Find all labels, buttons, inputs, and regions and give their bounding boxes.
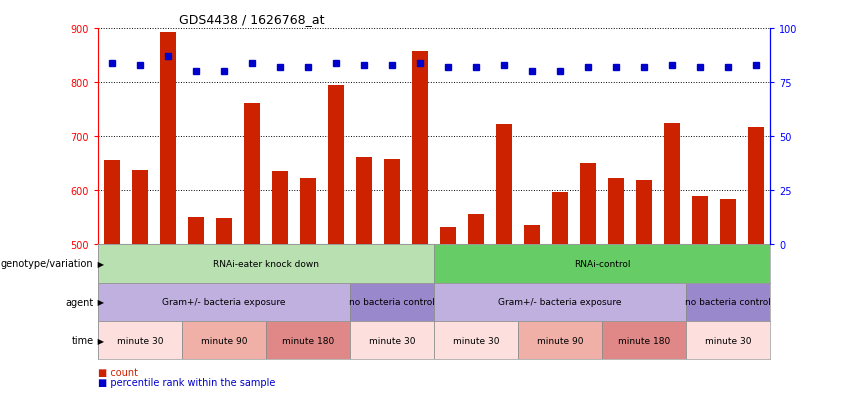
Text: no bacteria control: no bacteria control	[685, 297, 771, 306]
Bar	[686, 283, 770, 321]
Bar	[608, 179, 624, 244]
Bar	[665, 124, 680, 244]
Bar	[496, 125, 511, 244]
Bar	[216, 219, 231, 244]
Bar	[686, 321, 770, 359]
Bar	[693, 196, 708, 244]
Text: agent: agent	[66, 297, 94, 307]
Bar	[434, 244, 770, 283]
Text: time: time	[71, 335, 94, 345]
Bar	[440, 228, 456, 244]
Text: ■ percentile rank within the sample: ■ percentile rank within the sample	[98, 377, 275, 387]
Text: minute 30: minute 30	[368, 336, 415, 345]
Bar	[160, 33, 175, 244]
Bar	[98, 283, 350, 321]
Text: minute 30: minute 30	[705, 336, 751, 345]
Bar	[721, 199, 736, 244]
Bar	[385, 160, 400, 244]
Bar	[244, 103, 260, 244]
Text: Gram+/- bacteria exposure: Gram+/- bacteria exposure	[163, 297, 286, 306]
Text: minute 180: minute 180	[282, 336, 334, 345]
Bar	[518, 321, 602, 359]
Text: minute 90: minute 90	[537, 336, 583, 345]
Bar	[580, 163, 596, 244]
Text: ■ count: ■ count	[98, 367, 138, 377]
Text: minute 30: minute 30	[117, 336, 163, 345]
Text: ▶: ▶	[95, 259, 105, 268]
Bar	[602, 321, 686, 359]
Bar	[350, 283, 434, 321]
Bar	[328, 85, 344, 244]
Bar	[468, 214, 483, 244]
Bar	[434, 283, 686, 321]
Bar	[357, 158, 372, 244]
Bar	[104, 161, 120, 244]
Text: RNAi-control: RNAi-control	[574, 259, 631, 268]
Bar	[748, 128, 764, 244]
Bar	[98, 244, 434, 283]
Bar	[182, 321, 266, 359]
Bar	[132, 170, 147, 244]
Text: ▶: ▶	[95, 297, 105, 306]
Text: minute 180: minute 180	[618, 336, 671, 345]
Bar	[188, 218, 203, 244]
Bar	[300, 179, 316, 244]
Bar	[637, 180, 652, 244]
Text: ▶: ▶	[95, 336, 105, 345]
Text: genotype/variation: genotype/variation	[1, 259, 94, 269]
Text: minute 90: minute 90	[201, 336, 247, 345]
Bar	[412, 52, 428, 244]
Text: Gram+/- bacteria exposure: Gram+/- bacteria exposure	[499, 297, 622, 306]
Bar	[266, 321, 350, 359]
Text: no bacteria control: no bacteria control	[349, 297, 435, 306]
Bar	[272, 172, 288, 244]
Bar	[552, 193, 568, 244]
Bar	[350, 321, 434, 359]
Text: RNAi-eater knock down: RNAi-eater knock down	[213, 259, 319, 268]
Bar	[524, 226, 540, 244]
Text: minute 30: minute 30	[453, 336, 500, 345]
Bar	[98, 321, 182, 359]
Text: GDS4438 / 1626768_at: GDS4438 / 1626768_at	[179, 13, 324, 26]
Bar	[434, 321, 518, 359]
